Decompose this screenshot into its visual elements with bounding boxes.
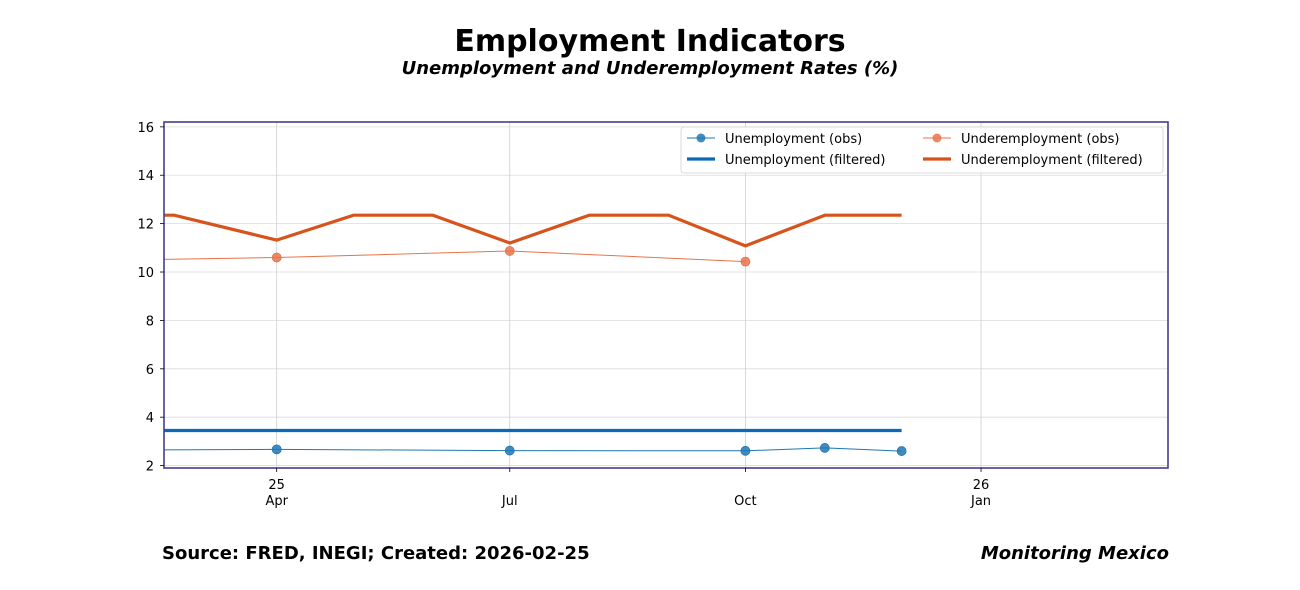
underemployment_filtered-legend-label: Underemployment (filtered) <box>961 153 1143 168</box>
chart-title: Employment Indicators <box>454 24 846 59</box>
y-tick-label: 14 <box>137 169 154 184</box>
underemployment-legend-label: Underemployment (obs) <box>961 132 1120 147</box>
unemployment-point <box>504 445 515 456</box>
unemployment-line <box>163 447 902 452</box>
y-tick-label: 16 <box>137 121 154 136</box>
underemployment-point <box>504 246 515 256</box>
y-tick-label: 8 <box>146 314 154 329</box>
x-tick-label-month: Jan <box>970 494 991 509</box>
legend-box <box>680 126 1164 174</box>
unemployment_filtered-legend-label: Unemployment (filtered) <box>725 153 885 168</box>
brand-label: Monitoring Mexico <box>980 543 1169 564</box>
unemployment-point <box>740 445 751 456</box>
chart-subtitle: Unemployment and Underemployment Rates (… <box>401 58 899 79</box>
y-tick-label: 6 <box>146 363 154 378</box>
y-tick-label: 4 <box>146 411 154 426</box>
unemployment-point <box>896 446 907 456</box>
underemployment-legend-marker <box>932 133 942 143</box>
x-tick-label-month: Apr <box>265 494 288 509</box>
unemployment-point <box>819 443 830 453</box>
grid <box>164 122 1168 468</box>
x-tick-label-month: Oct <box>734 494 756 509</box>
y-tick-label: 10 <box>137 266 154 281</box>
y-tick-label: 2 <box>146 460 154 475</box>
series-layer <box>163 213 907 456</box>
underemployment_filtered-line <box>164 213 902 248</box>
unemployment-legend-marker <box>696 133 706 143</box>
x-tick-label-month: Jul <box>501 494 518 509</box>
underemployment-point <box>271 252 282 263</box>
legend: Unemployment (obs) Underemployment (obs) U… <box>680 126 1164 174</box>
source-note: Source: FRED, INEGI; Created: 2026-02-25 <box>162 543 590 564</box>
underemployment-line <box>163 250 746 263</box>
unemployment-legend-label: Unemployment (obs) <box>725 132 862 147</box>
underemployment-point <box>740 256 751 267</box>
plot-frame <box>163 121 1169 469</box>
y-tick-label: 12 <box>137 218 154 233</box>
x-tick-label-year: 25 <box>268 478 285 493</box>
unemployment-point <box>271 444 282 455</box>
x-tick-label-year: 26 <box>973 478 990 493</box>
